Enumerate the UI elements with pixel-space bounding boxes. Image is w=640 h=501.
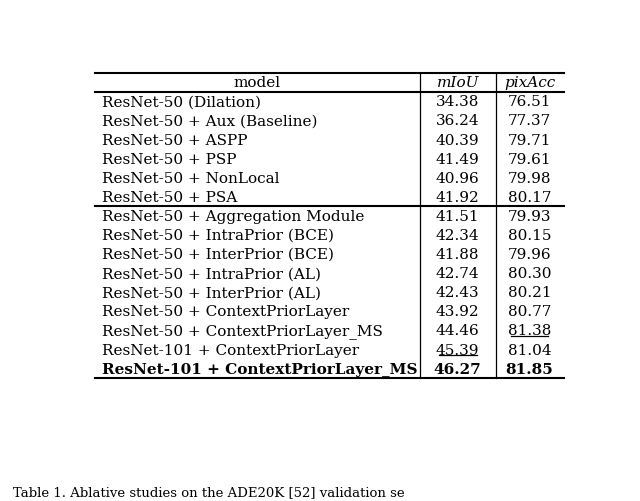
Text: ResNet-50 + IntraPrior (AL): ResNet-50 + IntraPrior (AL) [102,267,321,281]
Text: 77.37: 77.37 [508,114,551,128]
Text: 44.46: 44.46 [436,324,479,338]
Text: 80.21: 80.21 [508,286,552,300]
Text: 41.49: 41.49 [436,152,479,166]
Text: ResNet-50 + InterPrior (AL): ResNet-50 + InterPrior (AL) [102,286,321,300]
Text: pixAcc: pixAcc [504,76,556,90]
Text: 36.24: 36.24 [436,114,479,128]
Text: 34.38: 34.38 [436,95,479,109]
Text: model: model [234,76,281,90]
Text: 40.96: 40.96 [436,171,479,185]
Text: 42.74: 42.74 [436,267,479,281]
Text: 76.51: 76.51 [508,95,552,109]
Text: ResNet-50 + NonLocal: ResNet-50 + NonLocal [102,171,280,185]
Text: ResNet-50 + ASPP: ResNet-50 + ASPP [102,133,248,147]
Text: 79.61: 79.61 [508,152,552,166]
Text: 80.17: 80.17 [508,190,552,204]
Text: 79.96: 79.96 [508,247,552,262]
Text: ResNet-50 + PSP: ResNet-50 + PSP [102,152,237,166]
Text: ResNet-50 + IntraPrior (BCE): ResNet-50 + IntraPrior (BCE) [102,228,334,242]
Text: 42.34: 42.34 [436,228,479,242]
Text: 43.92: 43.92 [436,305,479,319]
Text: ResNet-50 + ContextPriorLayer: ResNet-50 + ContextPriorLayer [102,305,349,319]
Text: 46.27: 46.27 [434,362,481,376]
Text: ResNet-50 (Dilation): ResNet-50 (Dilation) [102,95,261,109]
Text: mIoU: mIoU [436,76,479,90]
Text: 79.93: 79.93 [508,209,552,223]
Text: 80.77: 80.77 [508,305,551,319]
Text: ResNet-101 + ContextPriorLayer_MS: ResNet-101 + ContextPriorLayer_MS [102,362,418,376]
Text: 79.71: 79.71 [508,133,552,147]
Text: 41.51: 41.51 [436,209,479,223]
Text: 80.15: 80.15 [508,228,552,242]
Text: ResNet-50 + Aux (Baseline): ResNet-50 + Aux (Baseline) [102,114,318,128]
Text: ResNet-50 + ContextPriorLayer_MS: ResNet-50 + ContextPriorLayer_MS [102,323,383,338]
Text: ResNet-101 + ContextPriorLayer: ResNet-101 + ContextPriorLayer [102,343,360,357]
Text: ResNet-50 + PSA: ResNet-50 + PSA [102,190,237,204]
Text: 79.98: 79.98 [508,171,552,185]
Text: 80.30: 80.30 [508,267,552,281]
Text: 81.38: 81.38 [508,324,551,338]
Text: Table 1. Ablative studies on the ADE20K [52] validation se: Table 1. Ablative studies on the ADE20K … [13,485,404,498]
Text: 42.43: 42.43 [436,286,479,300]
Text: 41.88: 41.88 [436,247,479,262]
Text: 81.85: 81.85 [506,362,554,376]
Text: 81.04: 81.04 [508,343,552,357]
Text: 41.92: 41.92 [436,190,479,204]
Text: ResNet-50 + Aggregation Module: ResNet-50 + Aggregation Module [102,209,365,223]
Text: 40.39: 40.39 [436,133,479,147]
Text: ResNet-50 + InterPrior (BCE): ResNet-50 + InterPrior (BCE) [102,247,334,262]
Text: 45.39: 45.39 [436,343,479,357]
